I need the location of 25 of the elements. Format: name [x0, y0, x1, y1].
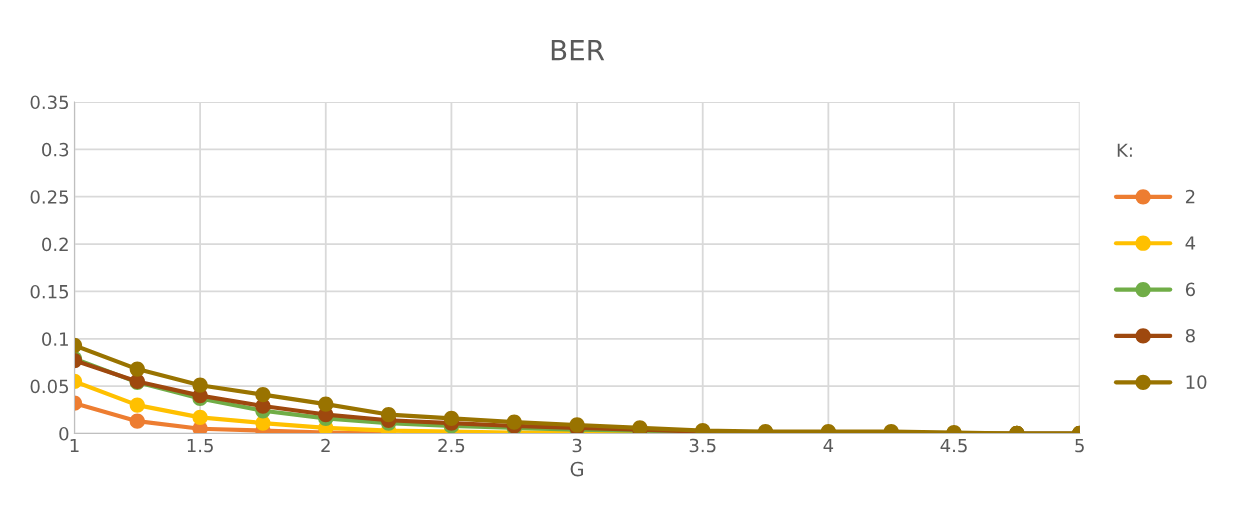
legend-label: 10 — [1186, 375, 1207, 389]
x-tick-label: 2.5 — [438, 438, 465, 453]
y-tick-label: 0.25 — [30, 190, 69, 204]
legend-label: 6 — [1185, 282, 1195, 297]
legend-title: K: — [1117, 143, 1132, 157]
legend-label: 4 — [1185, 236, 1196, 250]
x-tick-label: 4.5 — [940, 438, 967, 453]
y-tick-label: 0.2 — [42, 237, 68, 252]
y-tick-label: 0 — [59, 426, 69, 441]
x-tick-label: 1 — [70, 438, 79, 453]
x-axis-title: G — [570, 461, 583, 477]
chart-title: BER — [551, 40, 605, 61]
legend-label: 8 — [1185, 328, 1195, 343]
y-tick-label: 0.15 — [30, 284, 69, 299]
y-tick-label: 0.1 — [42, 332, 68, 346]
x-tick-label: 3.5 — [689, 438, 716, 453]
x-tick-label: 1.5 — [187, 438, 213, 453]
y-tick-label: 0.35 — [30, 95, 69, 110]
legend-label: 2 — [1185, 189, 1195, 204]
y-tick-label: 0.3 — [42, 142, 69, 157]
y-tick-label: 0.05 — [30, 379, 69, 394]
x-tick-label: 4 — [823, 438, 834, 453]
x-tick-label: 3 — [572, 438, 582, 453]
x-tick-label: 2 — [321, 438, 330, 453]
x-tick-label: 5 — [1075, 438, 1084, 453]
